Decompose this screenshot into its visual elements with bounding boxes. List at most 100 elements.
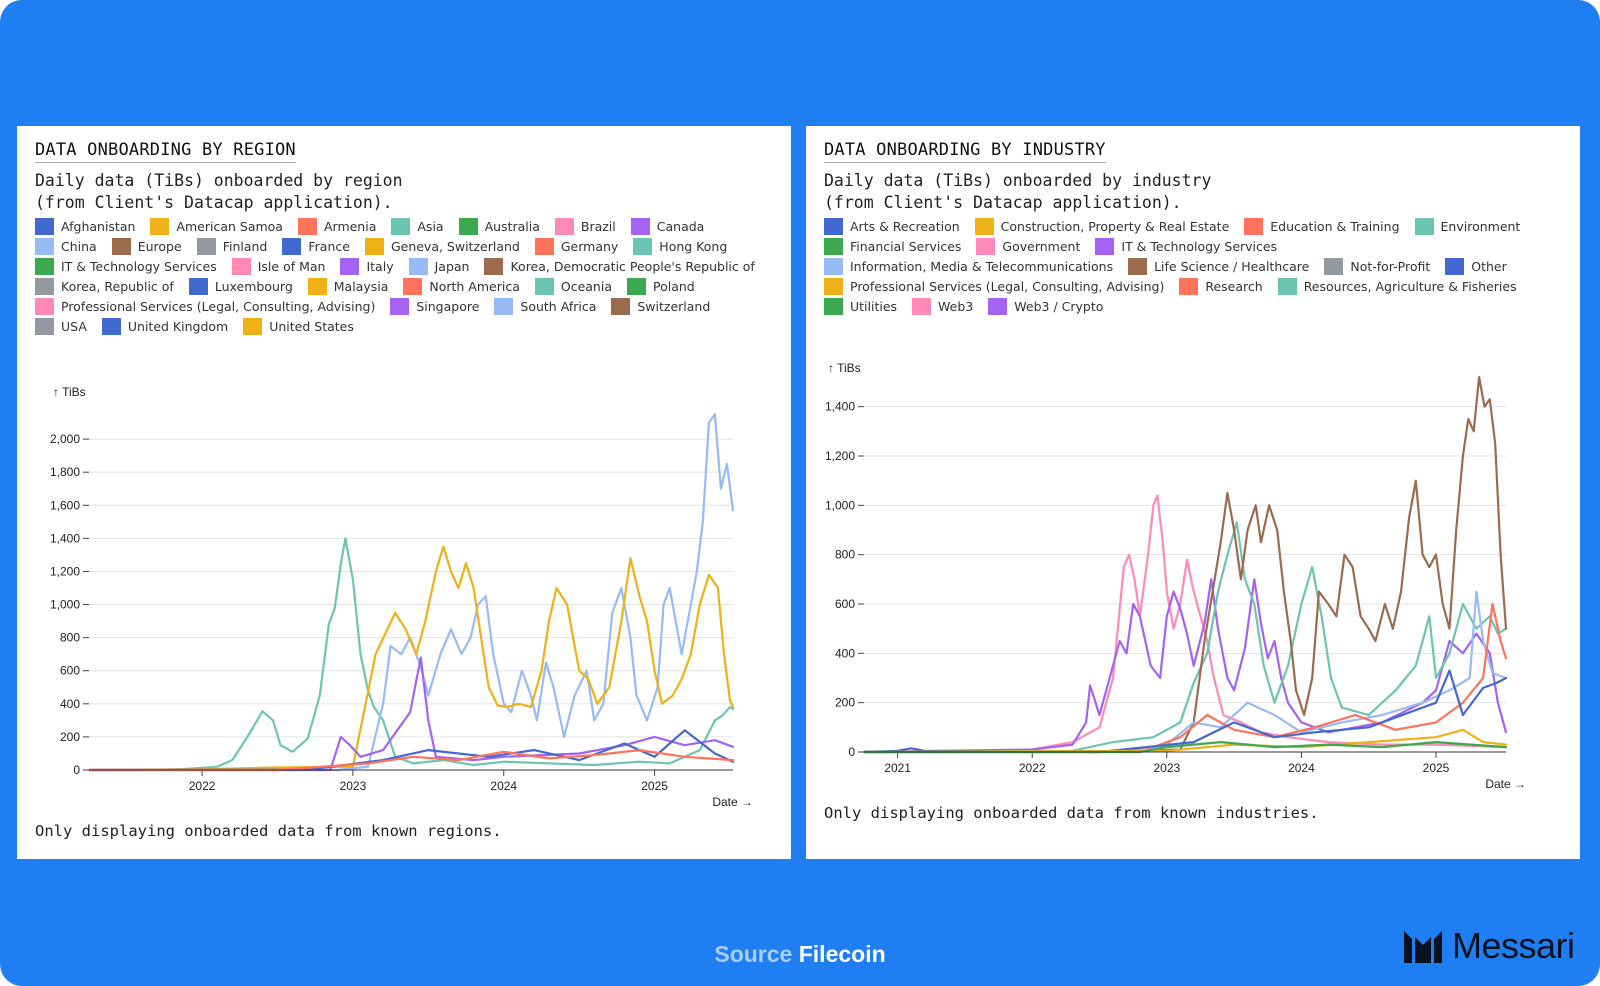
legend-swatch — [824, 278, 843, 295]
industry-line-chart: 0 200 400 600 800 1,000 1,200 1,400 2021 2022 2023… — [825, 361, 1526, 791]
legend-item: Professional Services (Legal, Consulting… — [35, 298, 375, 315]
series-line — [87, 749, 735, 772]
legend-swatch — [391, 218, 411, 235]
legend-label: Financial Services — [850, 239, 962, 254]
legend-swatch — [988, 298, 1008, 315]
source-prefix: Source — [714, 941, 793, 967]
legend-item: Utilities — [824, 298, 897, 315]
x-tick-label: 2025 — [641, 779, 668, 793]
y-axis-label: ↑ TiBs — [53, 385, 86, 399]
legend-item: Research — [1179, 278, 1263, 295]
legend-swatch — [35, 218, 54, 235]
y-tick-label: 200 — [60, 730, 80, 744]
series-line — [87, 537, 735, 772]
legend-item: Professional Services (Legal, Consulting… — [824, 278, 1164, 295]
industry-subtitle-line-1: Daily data (TiBs) onboarded by industry — [824, 171, 1212, 190]
legend-item: Asia — [391, 218, 444, 235]
legend-item: Finland — [196, 238, 268, 255]
x-tick-label: 2024 — [490, 779, 517, 793]
legend-label: Research — [1205, 279, 1263, 294]
legend-item: Canada — [630, 218, 704, 235]
x-tick-label: 2022 — [189, 779, 216, 793]
region-legend: Afghanistan American Samoa Armenia Asia Aust… — [35, 218, 775, 335]
legend-swatch — [408, 258, 428, 275]
legend-label: Finland — [222, 239, 268, 254]
x-tick-label: 2025 — [1423, 761, 1450, 775]
x-tick-label: 2022 — [1019, 761, 1046, 775]
legend-label: Utilities — [850, 299, 898, 314]
legend-label: Malaysia — [333, 279, 389, 294]
legend-item: Malaysia — [307, 278, 389, 295]
legend-label: Asia — [417, 219, 444, 234]
legend-item: Afghanistan — [35, 218, 135, 235]
legend-label: USA — [61, 319, 87, 334]
legend-label: United Kingdom — [127, 319, 229, 334]
legend-item: Construction, Property & Real Estate — [974, 218, 1230, 235]
legend-swatch — [1414, 218, 1434, 235]
x-axis-label: Date → — [1485, 777, 1526, 791]
legend-swatch — [611, 298, 631, 315]
legend-item: Government — [976, 238, 1080, 255]
legend-swatch — [101, 318, 121, 335]
legend-label: Government — [1002, 239, 1081, 254]
legend-swatch — [35, 238, 54, 255]
legend-item: South Africa — [494, 298, 596, 315]
y-tick-label: 0 — [848, 745, 855, 759]
legend-swatch — [1277, 278, 1297, 295]
legend-label: South Africa — [520, 299, 597, 314]
messari-logo-mark-icon — [1404, 931, 1442, 963]
region-chart-panel: DATA ONBOARDING BY REGION Daily data (Ti… — [17, 126, 791, 859]
legend-label: IT & Technology Services — [1121, 239, 1278, 254]
legend-item: Life Science / Healthcare — [1128, 258, 1309, 275]
legend-item: France — [282, 238, 350, 255]
legend-item: Europe — [111, 238, 182, 255]
legend-label: United States — [269, 319, 354, 334]
messari-wordmark: Messari — [1452, 925, 1575, 966]
legend-item: Other — [1445, 258, 1507, 275]
industry-subtitle-line-2: (from Client's Datacap application). — [824, 193, 1182, 212]
legend-label: North America — [429, 279, 520, 294]
industry-legend: Arts & Recreation Construction, Property … — [824, 218, 1564, 315]
legend-label: Environment — [1440, 219, 1521, 234]
legend-label: Japan — [434, 259, 470, 274]
legend-swatch — [1179, 278, 1199, 295]
region-chart-subtitle: Daily data (TiBs) onboarded by region (f… — [35, 170, 403, 214]
legend-item: United Kingdom — [101, 318, 229, 335]
region-chart-title: DATA ONBOARDING BY REGION — [35, 140, 296, 163]
legend-swatch — [1244, 218, 1264, 235]
y-tick-label: 2,000 — [50, 432, 80, 446]
series-line — [87, 545, 735, 772]
legend-label: Australia — [484, 219, 540, 234]
x-tick-label: 2023 — [1153, 761, 1180, 775]
legend-swatch — [340, 258, 360, 275]
y-tick-label: 1,200 — [825, 449, 855, 463]
legend-label: IT & Technology Services — [61, 259, 217, 274]
legend-item: Korea, Democratic People's Republic of — [484, 258, 755, 275]
y-tick-label: 200 — [835, 696, 855, 710]
legend-label: Europe — [137, 239, 182, 254]
legend-swatch — [231, 258, 251, 275]
legend-swatch — [554, 218, 574, 235]
legend-swatch — [150, 218, 170, 235]
legend-label: Korea, Democratic People's Republic of — [510, 259, 755, 274]
y-tick-label: 800 — [60, 631, 80, 645]
legend-swatch — [1095, 238, 1115, 255]
legend-label: Professional Services (Legal, Consulting… — [850, 279, 1165, 294]
legend-label: Luxembourg — [214, 279, 293, 294]
legend-swatch — [35, 258, 54, 275]
legend-label: Isle of Man — [257, 259, 326, 274]
legend-swatch — [35, 318, 54, 335]
legend-swatch — [111, 238, 131, 255]
legend-label: Switzerland — [637, 299, 711, 314]
legend-label: Professional Services (Legal, Consulting… — [61, 299, 376, 314]
y-tick-label: 1,800 — [50, 465, 80, 479]
series-line — [862, 376, 1508, 754]
series-line — [87, 729, 735, 772]
legend-item: Environment — [1414, 218, 1521, 235]
source-credit: Source Filecoin — [0, 941, 1600, 968]
legend-label: Geneva, Switzerland — [390, 239, 520, 254]
legend-label: Construction, Property & Real Estate — [1000, 219, 1230, 234]
x-axis-label: Date → — [712, 795, 753, 809]
series-line — [87, 413, 735, 772]
